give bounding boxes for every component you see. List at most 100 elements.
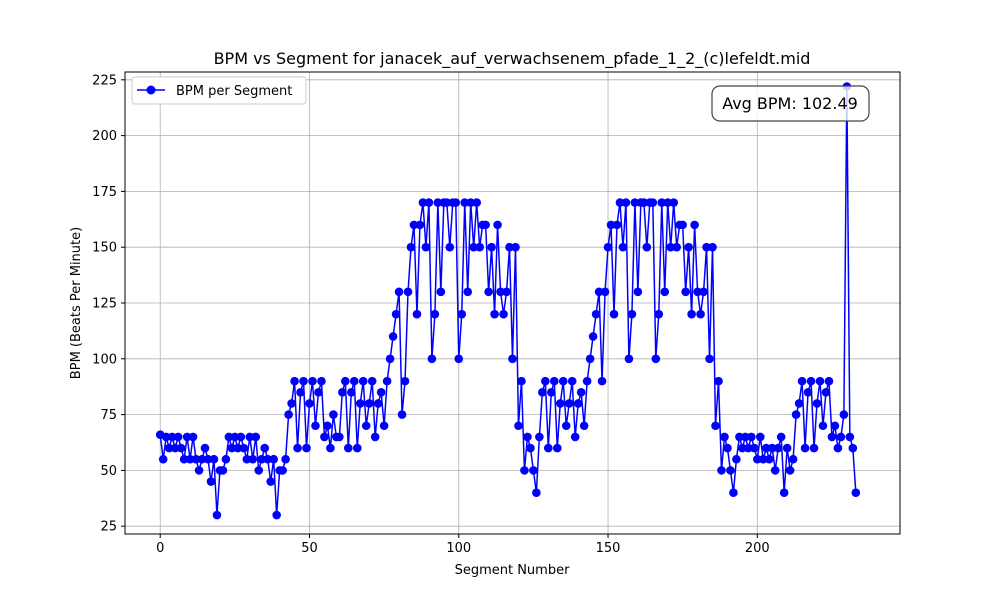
data-point [711, 421, 720, 431]
data-point [585, 354, 595, 364]
data-point [621, 198, 631, 207]
data-point [284, 410, 293, 419]
y-tick-label: 225 [92, 73, 117, 88]
data-point [717, 466, 726, 475]
avg-annotation-text: Avg BPM: 102.49 [722, 94, 858, 113]
chart-title: BPM vs Segment for janacek_auf_verwachse… [214, 49, 811, 69]
data-point [364, 399, 374, 408]
data-point [657, 198, 667, 207]
data-point [218, 466, 228, 475]
data-point [788, 454, 798, 464]
data-point [744, 443, 753, 453]
data-point [367, 376, 377, 386]
data-point [558, 376, 568, 386]
data-point [394, 287, 404, 297]
data-point [550, 376, 559, 386]
data-point [329, 410, 338, 419]
data-point [460, 198, 470, 207]
data-point [385, 354, 395, 364]
data-point [532, 488, 541, 498]
data-point [690, 220, 699, 230]
data-point [723, 443, 732, 453]
axes: 0 50 100 150 200 25 50 75 100 125 150 175 200 225 [92, 73, 770, 556]
data-point [800, 443, 810, 453]
data-point [212, 510, 222, 520]
data-point [221, 454, 231, 464]
data-point [600, 287, 610, 297]
y-tick-label: 150 [92, 241, 117, 256]
data-point [188, 432, 198, 442]
data-point [484, 287, 493, 297]
data-point [397, 410, 407, 419]
data-point [287, 399, 296, 408]
data-point [445, 242, 455, 252]
data-point [302, 443, 311, 453]
data-point [326, 443, 335, 453]
data-point [839, 410, 849, 419]
data-point [424, 198, 434, 207]
data-point [576, 387, 586, 397]
data-point [720, 432, 729, 442]
data-point [818, 421, 828, 431]
data-point [544, 443, 553, 453]
data-point [741, 432, 750, 442]
data-point [224, 432, 234, 442]
data-point [239, 443, 249, 453]
data-point [705, 354, 714, 364]
data-point [430, 309, 440, 319]
data-point [764, 454, 774, 464]
data-point [547, 387, 556, 397]
data-point [194, 466, 204, 475]
data-point [185, 454, 195, 464]
data-point [812, 399, 822, 408]
data-point [161, 432, 171, 442]
data-point [687, 309, 696, 319]
data-point [693, 287, 702, 297]
data-point [830, 421, 840, 431]
data-point [206, 477, 216, 486]
data-point [490, 309, 499, 319]
data-point [785, 466, 795, 475]
y-tick-label: 125 [92, 297, 117, 312]
data-point [442, 198, 452, 207]
data-point [782, 443, 792, 453]
data-point [173, 432, 183, 442]
data-point [815, 376, 825, 386]
data-point [487, 242, 496, 252]
data-point [555, 399, 565, 408]
data-point [349, 376, 359, 386]
data-point [305, 399, 314, 408]
data-point [773, 443, 783, 453]
data-point [681, 287, 690, 297]
data-point [248, 454, 258, 464]
y-tick-label: 75 [100, 408, 117, 423]
data-point [779, 488, 789, 498]
data-point [714, 376, 723, 386]
series-layer [155, 82, 861, 520]
data-point [203, 454, 213, 464]
data-point [251, 432, 261, 442]
x-axis-label: Segment Number [455, 563, 571, 578]
y-axis-label: BPM (Beats Per Minute) [69, 227, 84, 379]
data-point [770, 466, 780, 475]
data-point [827, 432, 837, 442]
data-point [293, 443, 302, 453]
data-point [633, 287, 643, 297]
data-point [412, 309, 422, 319]
y-tick-label: 25 [100, 520, 117, 535]
y-tick-label: 100 [92, 352, 117, 367]
data-point [290, 376, 299, 386]
y-tick-label: 50 [100, 464, 117, 479]
data-point [642, 242, 652, 252]
data-point [755, 432, 765, 442]
data-point [272, 510, 281, 520]
data-point [541, 376, 550, 386]
data-point [591, 309, 601, 319]
y-tick-label: 200 [92, 129, 117, 144]
data-point [176, 443, 186, 453]
data-point [651, 354, 661, 364]
data-point [469, 242, 478, 252]
data-point [520, 466, 529, 475]
data-point [376, 387, 386, 397]
